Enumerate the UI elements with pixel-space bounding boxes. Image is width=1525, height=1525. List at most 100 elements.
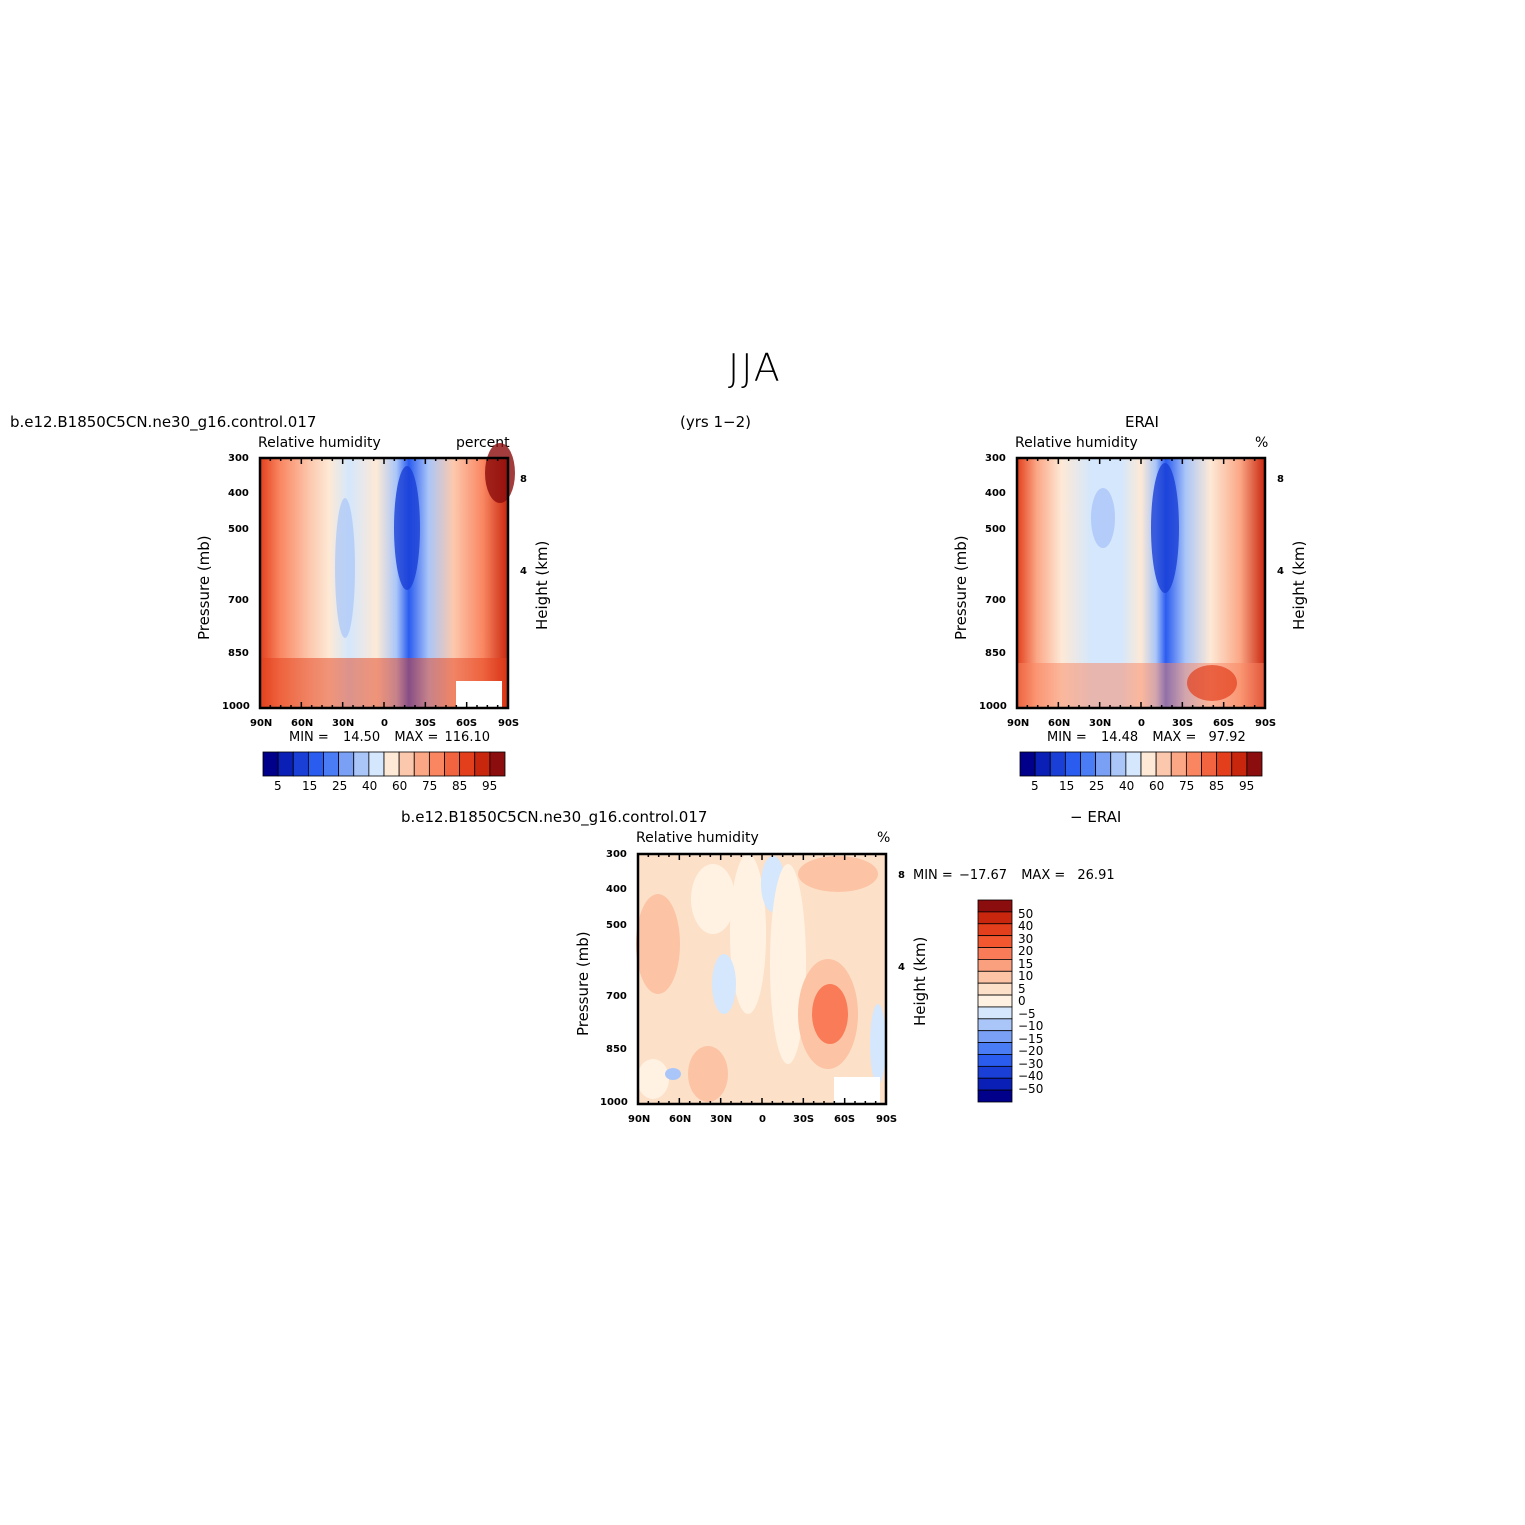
panel2-light-blue <box>1091 488 1115 548</box>
panel3-y2label: Height (km) <box>911 936 929 1026</box>
colorbar-swatch <box>413 751 430 777</box>
panel2-max-value: 97.92 <box>1208 730 1246 745</box>
panel1-y2label: Height (km) <box>533 540 551 630</box>
colorbar-swatch <box>307 751 324 777</box>
cb-label: 85 <box>1209 779 1225 793</box>
colorbar-swatch <box>1201 751 1218 777</box>
panel3-patch <box>636 894 680 994</box>
panel1-colorbar <box>262 751 506 777</box>
panel3-min-value: −17.67 <box>958 868 1008 883</box>
panel1-y2tick: 4 <box>520 566 527 577</box>
panel3-ytick: 700 <box>606 991 627 1002</box>
panel1-xtick: 60N <box>291 718 314 729</box>
colorbar-swatch <box>977 1065 1013 1079</box>
panel3-xtick: 90S <box>876 1114 898 1125</box>
panel2-min-value: 14.48 <box>1100 730 1139 745</box>
panel3-xtick: 30N <box>710 1114 733 1125</box>
cb-label: 50 <box>1018 907 1034 921</box>
colorbar-swatch <box>977 994 1013 1008</box>
colorbar-swatch <box>1140 751 1157 777</box>
colorbar-swatch <box>977 1030 1013 1043</box>
panel2-ytick: 850 <box>985 648 1006 659</box>
panel2-xtick: 30N <box>1089 718 1112 729</box>
panel3-y2tick: 8 <box>898 870 905 881</box>
diff-ref-name: − ERAI <box>1070 808 1122 826</box>
panel1-min-label: MIN = <box>289 730 329 745</box>
colorbar-swatch <box>383 751 400 777</box>
panel3-xtick: 90N <box>628 1114 651 1125</box>
cb-label: 5 <box>1031 779 1039 793</box>
panel1-ytick: 400 <box>228 488 249 499</box>
panel3-plot <box>636 852 888 1106</box>
panel3-patch <box>812 984 848 1044</box>
panel3-ytick: 300 <box>606 849 627 860</box>
panel3-patch <box>870 1004 886 1084</box>
panel1-missing <box>456 681 502 708</box>
panel3-patch <box>770 864 806 1064</box>
colorbar-swatch <box>1019 751 1036 777</box>
panel3-min-label: MIN = <box>913 868 953 883</box>
panel2-right-title: % <box>1255 435 1269 451</box>
panel1-ylabel: Pressure (mb) <box>195 535 213 640</box>
panel3-xtick: 60S <box>834 1114 856 1125</box>
panel2-max-label: MAX = <box>1152 730 1197 745</box>
panel2-plot <box>1015 456 1267 710</box>
panel3-patch <box>798 856 878 892</box>
panel2-ytick: 400 <box>985 488 1006 499</box>
panel3-max-value: 26.91 <box>1077 868 1115 883</box>
panel2-left-title: Relative humidity <box>1015 435 1138 451</box>
colorbar-swatch <box>1246 751 1263 777</box>
colorbar-swatch <box>1080 751 1097 777</box>
diff-case-name: b.e12.B1850C5CN.ne30_g16.control.017 <box>401 808 708 826</box>
panel1-xtick: 60S <box>456 718 478 729</box>
panel3-colorbar <box>977 899 1013 1103</box>
panel1-min-value: 14.50 <box>342 730 381 745</box>
colorbar-swatch <box>1125 751 1142 777</box>
colorbar-swatch <box>977 959 1013 972</box>
panel2-min-label: MIN = <box>1047 730 1087 745</box>
panel2-xtick: 60N <box>1048 718 1071 729</box>
cb-label: 85 <box>452 779 468 793</box>
cb-label: −30 <box>1018 1057 1044 1071</box>
cb-label: 75 <box>422 779 438 793</box>
colorbar-swatch <box>1170 751 1187 777</box>
panel1-y2tick: 8 <box>520 474 527 485</box>
panel1-xtick: 90S <box>498 718 520 729</box>
panel1-ytick: 500 <box>228 524 249 535</box>
colorbar-swatch <box>1110 751 1127 777</box>
panel1-left-title: Relative humidity <box>258 435 381 451</box>
panel2-y2tick: 4 <box>1277 566 1284 577</box>
colorbar-swatch <box>977 1006 1013 1020</box>
cb-label: 15 <box>1018 957 1034 971</box>
colorbar-swatch <box>262 751 279 777</box>
panel1-light-blue <box>335 498 355 638</box>
cb-label: 25 <box>1089 779 1105 793</box>
cb-label: 20 <box>1018 944 1034 958</box>
colorbar-swatch <box>323 751 340 777</box>
panel2-xtick: 90N <box>1007 718 1030 729</box>
colorbar-swatch <box>459 751 476 777</box>
cb-label: 40 <box>1018 919 1034 933</box>
cb-label: 75 <box>1179 779 1195 793</box>
panel3-patch <box>691 864 735 934</box>
colorbar-swatch <box>977 1077 1013 1091</box>
cb-label: 15 <box>1059 779 1075 793</box>
colorbar-swatch <box>977 923 1013 937</box>
panel3-patch <box>730 854 766 1014</box>
panel3-right-title: % <box>877 830 891 846</box>
case-name: b.e12.B1850C5CN.ne30_g16.control.017 <box>10 413 317 431</box>
colorbar-swatch <box>277 751 294 777</box>
colorbar-swatch <box>1034 751 1051 777</box>
panel1-ytick: 700 <box>228 595 249 606</box>
cb-label: 5 <box>1018 982 1026 996</box>
colorbar-swatch <box>1049 751 1066 777</box>
panel3-missing <box>834 1077 880 1104</box>
panel2-xtick: 0 <box>1138 718 1145 729</box>
panel1-ytick: 850 <box>228 648 249 659</box>
panel3-patch <box>665 1068 681 1080</box>
cb-label: 60 <box>1149 779 1165 793</box>
panel1-xtick: 30N <box>332 718 355 729</box>
colorbar-swatch <box>1185 751 1202 777</box>
colorbar-swatch <box>489 751 506 777</box>
panel1-ytick: 1000 <box>222 701 250 712</box>
